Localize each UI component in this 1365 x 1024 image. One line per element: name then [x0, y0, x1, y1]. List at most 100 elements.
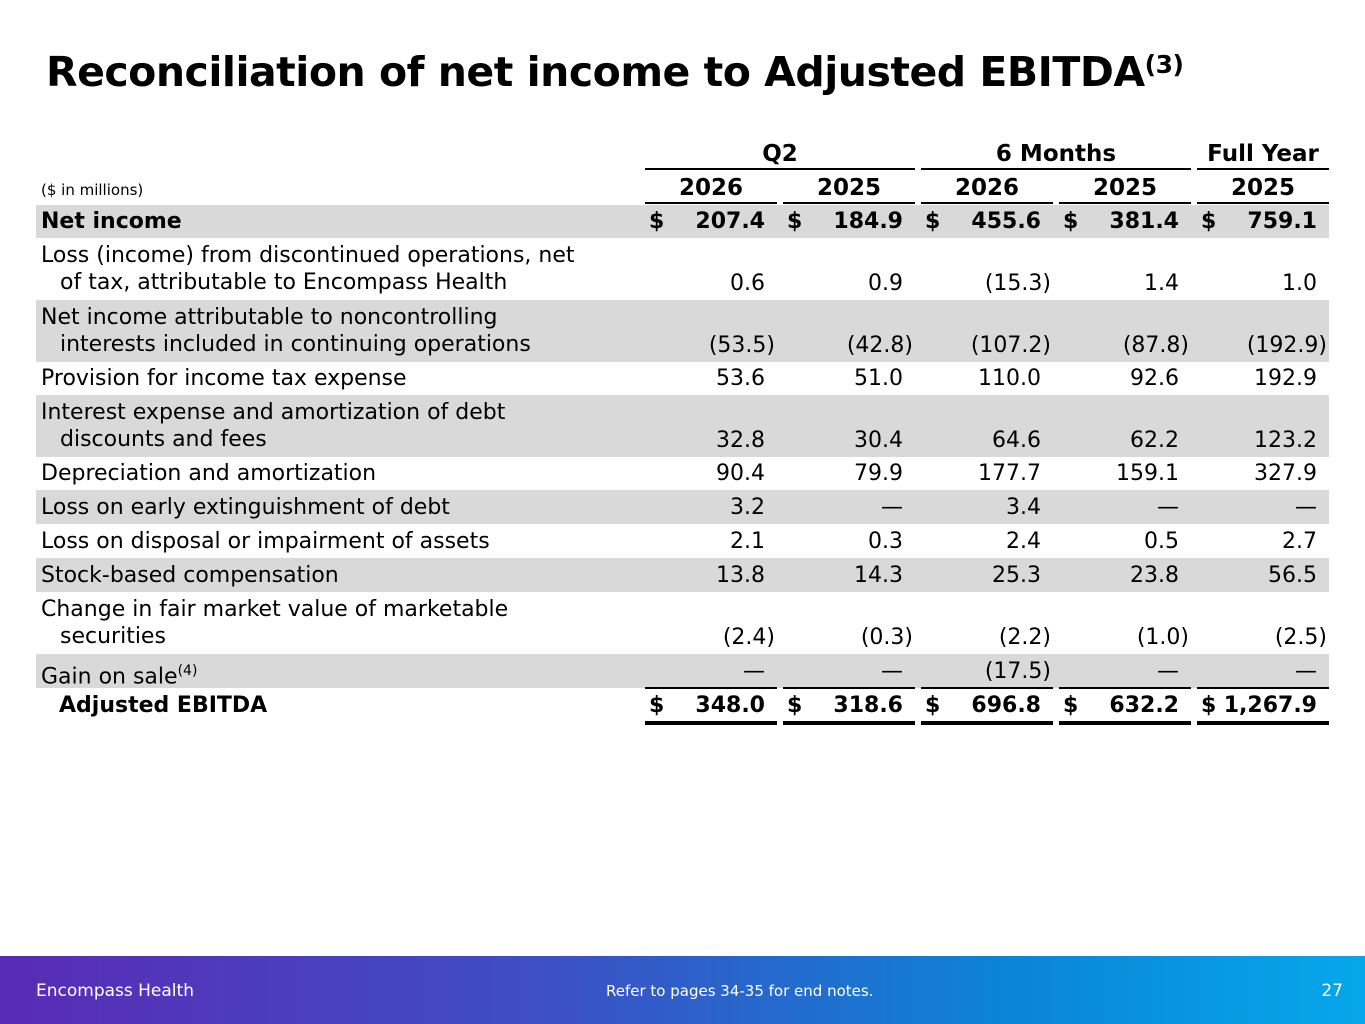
table-cell: — [1157, 659, 1179, 684]
table-cell: (87.8) [1122, 333, 1189, 358]
table-cell: 2.1 [730, 529, 765, 554]
table-cell: 348.0 [695, 693, 765, 718]
subtotal-rule [645, 687, 777, 689]
table-cell: 79.9 [854, 461, 903, 486]
table-cell: 759.1 [1247, 209, 1317, 234]
table-row: Change in fair market value of marketabl… [36, 592, 1329, 654]
table-cell: 92.6 [1130, 366, 1179, 391]
year-header-q2-2026: 2026 [645, 174, 777, 204]
table-cell: 381.4 [1109, 209, 1179, 234]
table-row: Depreciation and amortization 90.4 79.9 177… [36, 457, 1329, 490]
total-double-rule [921, 721, 1053, 725]
table-cell: — [881, 659, 903, 684]
table-cell: (1.0) [1136, 625, 1189, 650]
table-cell: — [1157, 495, 1179, 520]
table-cell: 1.0 [1282, 271, 1317, 296]
column-group-full-year: Full Year [1197, 140, 1329, 170]
table-row: Adjusted EBITDA $348.0 $318.6 $696.8 $632.2 $… [36, 688, 1329, 722]
table-cell: (17.5) [984, 659, 1051, 684]
currency-symbol: $ [925, 209, 941, 234]
table-cell: 1,267.9 [1223, 693, 1317, 718]
table-cell: 90.4 [716, 461, 765, 486]
row-label: Net income [41, 209, 182, 234]
year-header-6m-2026: 2026 [921, 174, 1053, 204]
currency-symbol: $ [1063, 209, 1079, 234]
total-double-rule [1059, 721, 1191, 725]
table-cell: 327.9 [1254, 461, 1317, 486]
table-cell: 177.7 [978, 461, 1041, 486]
column-group-q2: Q2 [645, 140, 915, 170]
table-cell: 110.0 [978, 366, 1041, 391]
table-cell: (15.3) [984, 271, 1051, 296]
table-row: Net income $207.4 $184.9 $455.6 $381.4 $759.1 [36, 205, 1329, 238]
column-group-6-months: 6 Months [921, 140, 1191, 170]
table-cell: 696.8 [971, 693, 1041, 718]
table-row: Loss (income) from discontinued operatio… [36, 238, 1329, 300]
table-cell: — [1295, 659, 1317, 684]
row-label: Gain on sale(4) [41, 662, 198, 689]
table-cell: 23.8 [1130, 563, 1179, 588]
title-footnote: (3) [1144, 50, 1184, 79]
table-cell: 455.6 [971, 209, 1041, 234]
currency-symbol: $ [1063, 693, 1079, 718]
table-cell: 207.4 [695, 209, 765, 234]
row-label: Depreciation and amortization [41, 461, 377, 486]
table-cell: 53.6 [716, 366, 765, 391]
footer-brand: Encompass Health [36, 981, 194, 1001]
table-cell: (53.5) [708, 333, 775, 358]
table-cell: 14.3 [854, 563, 903, 588]
row-label: Loss (income) from discontinued operatio… [41, 243, 575, 295]
row-label: Loss on disposal or impairment of assets [41, 528, 490, 554]
table-cell: 0.9 [868, 271, 903, 296]
table-cell: 632.2 [1109, 693, 1179, 718]
row-label: Stock-based compensation [41, 562, 339, 588]
table-cell: 3.2 [730, 495, 765, 520]
subtotal-rule [1197, 687, 1329, 689]
currency-symbol: $ [1201, 693, 1217, 718]
table-cell: (2.2) [998, 625, 1051, 650]
table-cell: 2.7 [1282, 529, 1317, 554]
currency-symbol: $ [787, 209, 803, 234]
table-cell: 64.6 [992, 428, 1041, 453]
table-cell: 3.4 [1006, 495, 1041, 520]
table-cell: (0.3) [860, 625, 913, 650]
footer-bar: Encompass Health Refer to pages 34-35 fo… [0, 956, 1365, 1024]
table-cell: 51.0 [854, 366, 903, 391]
table-cell: 192.9 [1254, 366, 1317, 391]
table-cell: 62.2 [1130, 428, 1179, 453]
currency-symbol: $ [1201, 209, 1217, 234]
table-cell: 25.3 [992, 563, 1041, 588]
row-label: Change in fair market value of marketabl… [41, 597, 509, 649]
table-cell: 32.8 [716, 428, 765, 453]
table-cell: 0.5 [1144, 529, 1179, 554]
page-title: Reconciliation of net income to Adjusted… [46, 48, 1184, 96]
row-label: Provision for income tax expense [41, 366, 407, 391]
table-cell: (192.9) [1246, 333, 1327, 358]
total-double-rule [1197, 721, 1329, 725]
table-cell: (107.2) [970, 333, 1051, 358]
table-cell: 13.8 [716, 563, 765, 588]
table-cell: 159.1 [1116, 461, 1179, 486]
table-row: Gain on sale(4) — — (17.5) — — [36, 654, 1329, 689]
table-cell: 30.4 [854, 428, 903, 453]
footer-note: Refer to pages 34-35 for end notes. [606, 982, 874, 1000]
subtotal-rule [783, 687, 915, 689]
currency-symbol: $ [925, 693, 941, 718]
table-cell: — [743, 659, 765, 684]
row-label: Net income attributable to noncontrollin… [41, 305, 531, 357]
subtotal-rule [921, 687, 1053, 689]
table-cell: 318.6 [833, 693, 903, 718]
table-cell: 123.2 [1254, 428, 1317, 453]
table-cell: 1.4 [1144, 271, 1179, 296]
page-number: 27 [1321, 981, 1343, 1001]
year-header-6m-2025: 2025 [1059, 174, 1191, 204]
table-cell: (2.4) [722, 625, 775, 650]
table-cell: 184.9 [833, 209, 903, 234]
table-cell: 2.4 [1006, 529, 1041, 554]
year-header-q2-2025: 2025 [783, 174, 915, 204]
row-label: Loss on early extinguishment of debt [41, 494, 450, 520]
currency-symbol: $ [787, 693, 803, 718]
row-label: Adjusted EBITDA [59, 692, 268, 718]
table-row: Provision for income tax expense 53.6 51.0… [36, 362, 1329, 395]
table-row: Stock-based compensation 13.8 14.3 25.3 23.8… [36, 558, 1329, 592]
